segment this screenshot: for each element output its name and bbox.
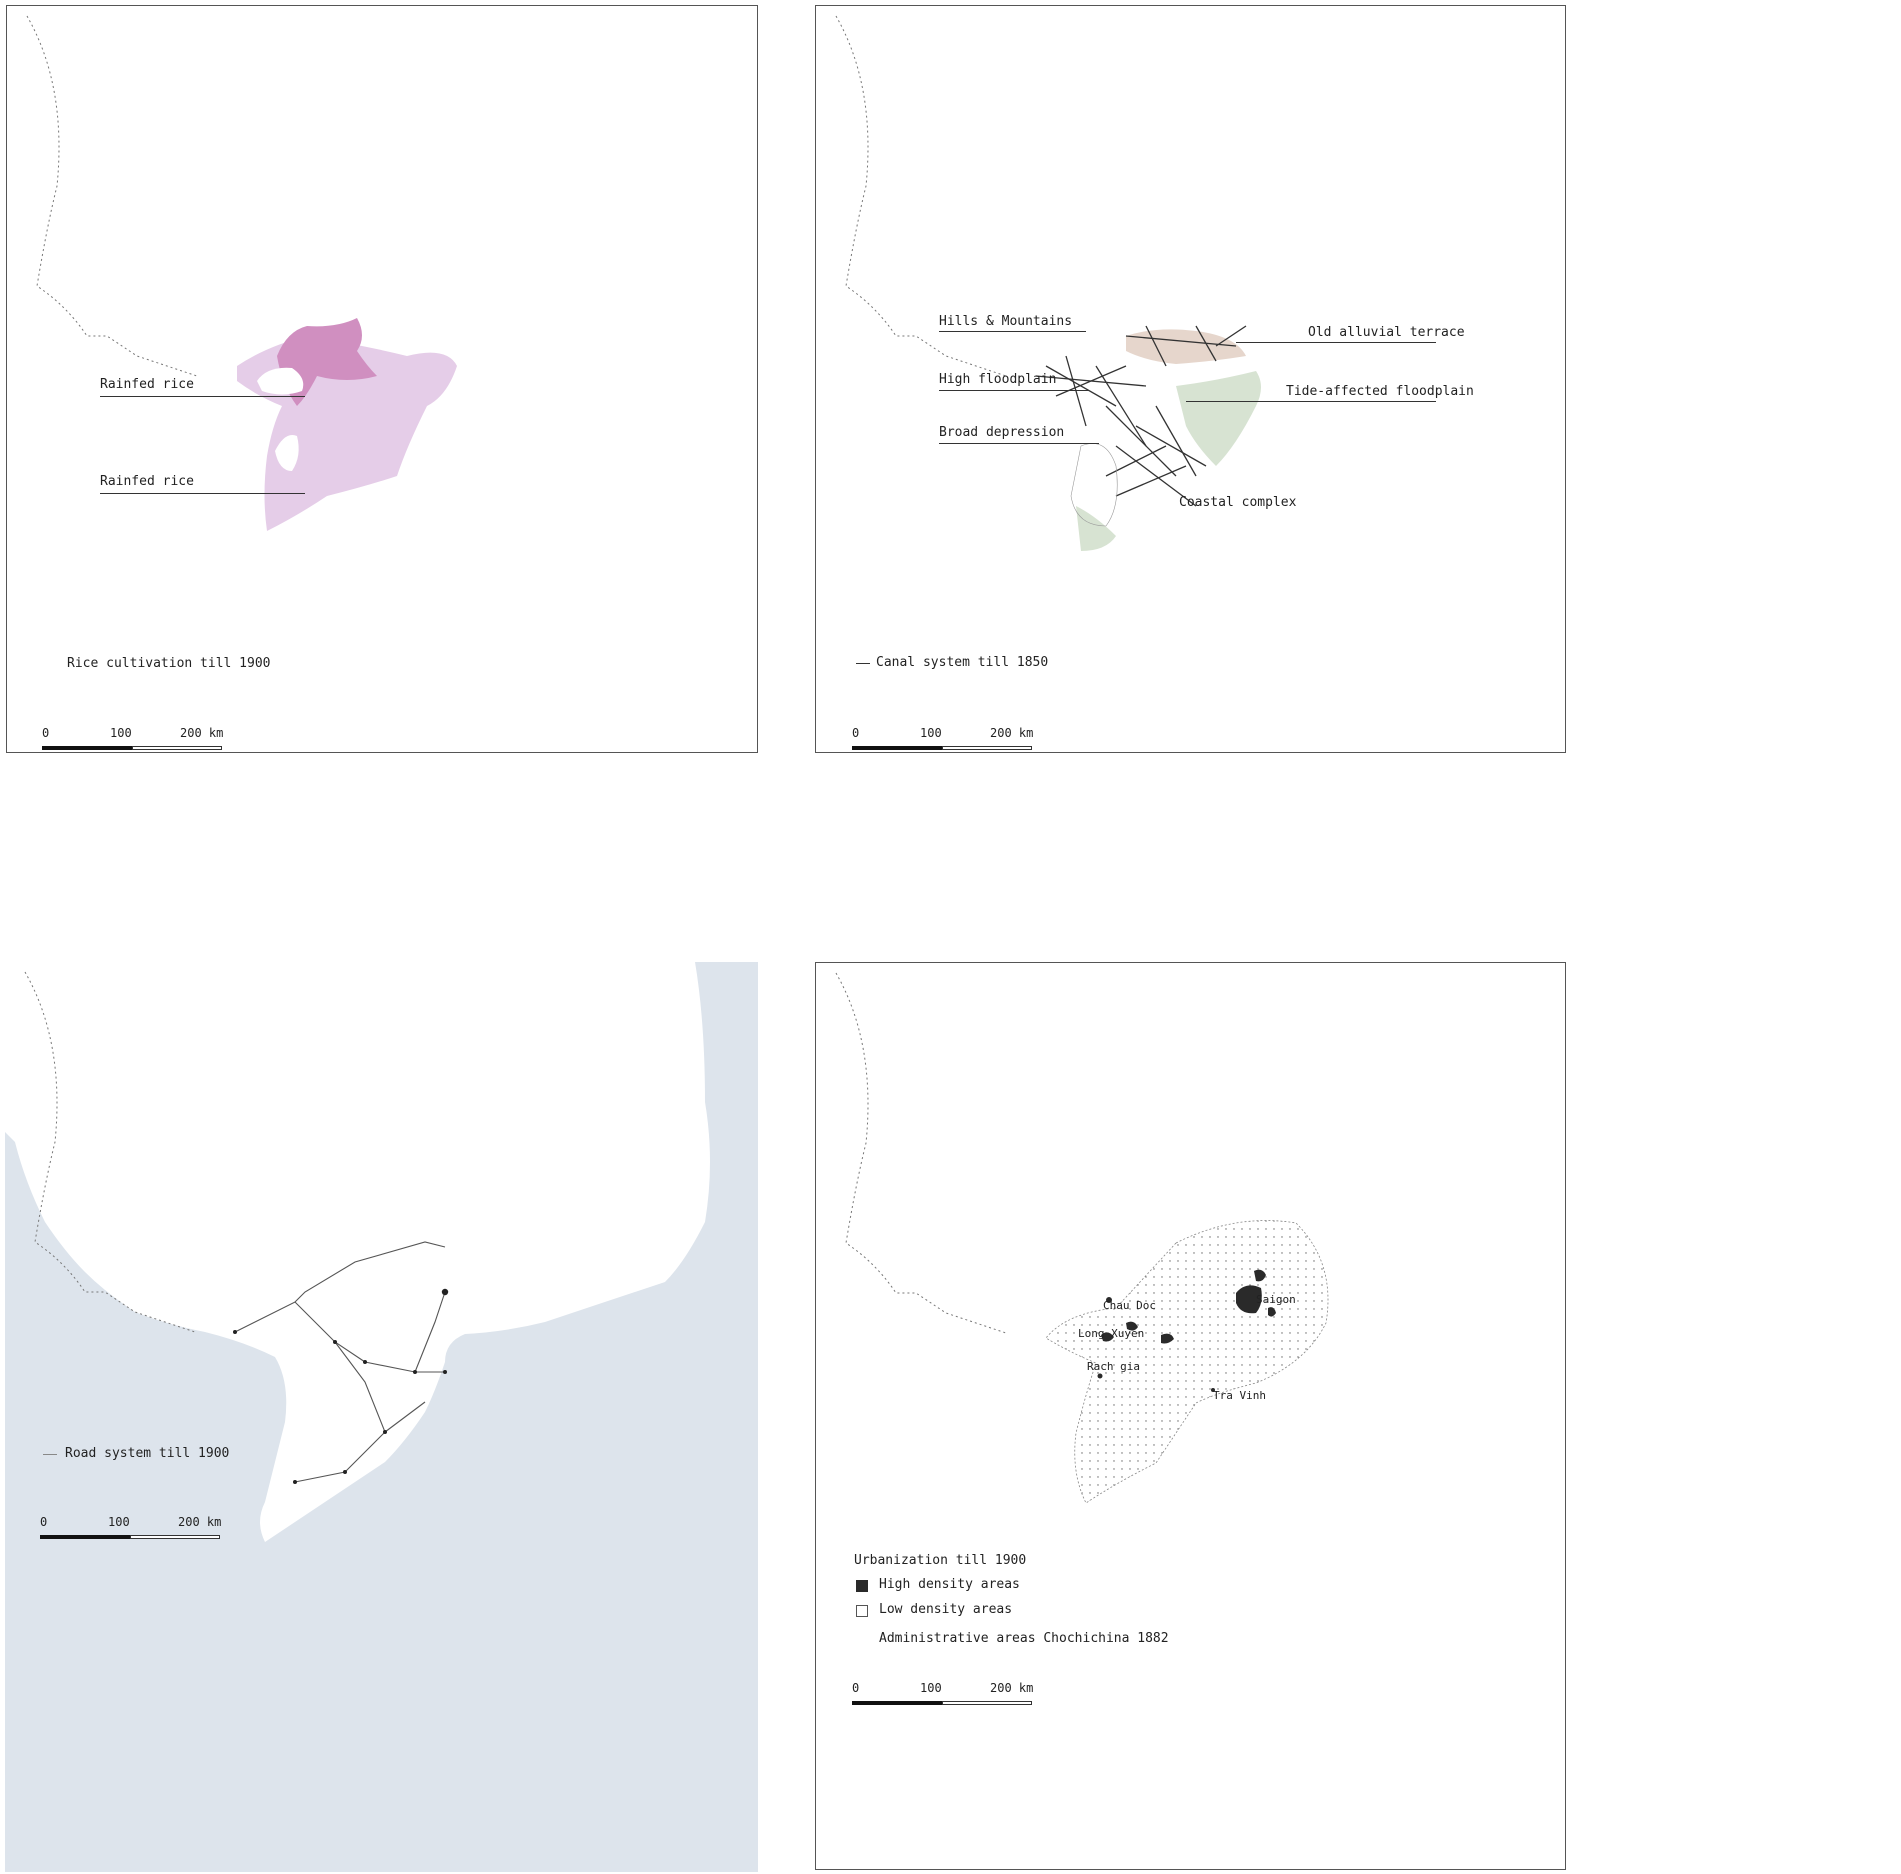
leader-rainfed-2 bbox=[100, 493, 305, 494]
map-rice bbox=[26, 15, 457, 531]
leader-tide bbox=[1186, 401, 1436, 402]
leader-alluvial bbox=[1236, 342, 1436, 343]
map-panel-urban: Chau Doc Long Xuyen Rach gia Saigon Tra … bbox=[815, 962, 1566, 1870]
legend-canal: Canal system till 1850 bbox=[876, 655, 1049, 670]
land-area bbox=[5, 962, 710, 1542]
map-canal bbox=[835, 15, 1261, 551]
coastal-area bbox=[1076, 506, 1116, 551]
label-tide: Tide-affected floodplain bbox=[1286, 384, 1474, 399]
city-saigon: Saigon bbox=[1256, 1293, 1296, 1306]
scale-tick-0: 0 bbox=[40, 1515, 48, 1529]
legend-low-swatch bbox=[856, 1605, 868, 1617]
leader-high-floodplain bbox=[939, 390, 1089, 391]
legend-low: Low density areas bbox=[879, 1602, 1013, 1617]
legend-high: High density areas bbox=[879, 1577, 1020, 1592]
scale-tick-200: 200 km bbox=[990, 1681, 1034, 1695]
canal-lines bbox=[1035, 325, 1247, 507]
label-coastal: Coastal complex bbox=[1179, 495, 1297, 510]
leader-rainfed-1 bbox=[100, 396, 305, 397]
label-rainfed-1: Rainfed rice bbox=[100, 377, 194, 392]
leader-broad-depression bbox=[939, 443, 1099, 444]
scale-tick-200: 200 km bbox=[990, 726, 1034, 740]
high-density-areas bbox=[1097, 1269, 1276, 1392]
alluvial-terrace-area bbox=[1126, 329, 1246, 364]
broad-depression-hatch bbox=[1070, 443, 1118, 527]
scale-tick-200: 200 km bbox=[180, 726, 224, 740]
legend-rice: Rice cultivation till 1900 bbox=[67, 656, 271, 671]
scale-tick-100: 100 bbox=[110, 726, 132, 740]
city-rach-gia: Rach gia bbox=[1087, 1360, 1140, 1373]
scale-bar: 0 100 200 km bbox=[852, 1681, 1052, 1721]
scale-bar: 0 100 200 km bbox=[42, 726, 242, 752]
legend-canal-swatch bbox=[856, 663, 870, 664]
city-chau-doc: Chau Doc bbox=[1103, 1299, 1156, 1312]
legend-high-swatch bbox=[856, 1580, 868, 1592]
scale-tick-0: 0 bbox=[42, 726, 50, 740]
legend-road-swatch bbox=[43, 1454, 57, 1455]
map-urban bbox=[835, 972, 1329, 1504]
legend-title: Urbanization till 1900 bbox=[854, 1553, 1027, 1568]
scale-tick-0: 0 bbox=[852, 1681, 860, 1695]
city-long-xuyen: Long Xuyen bbox=[1078, 1327, 1145, 1340]
leader-hills bbox=[939, 331, 1086, 332]
label-alluvial: Old alluvial terrace bbox=[1308, 325, 1465, 340]
map-panel-rice: Rainfed rice Rainfed rice Rice cultivati… bbox=[6, 5, 758, 753]
label-rainfed-2: Rainfed rice bbox=[100, 474, 194, 489]
city-tra-vinh: Tra Vinh bbox=[1213, 1389, 1266, 1402]
road-lines bbox=[234, 1241, 446, 1483]
map-panel-road: Road system till 1900 0 100 200 km bbox=[5, 962, 758, 1872]
map-road bbox=[5, 962, 758, 1872]
scale-tick-200: 200 km bbox=[178, 1515, 222, 1529]
scale-tick-100: 100 bbox=[920, 1681, 942, 1695]
tide-floodplain-area bbox=[1176, 371, 1261, 466]
label-broad-depression: Broad depression bbox=[939, 425, 1065, 440]
legend-road: Road system till 1900 bbox=[65, 1446, 230, 1461]
map-panel-canal: Hills & Mountains High floodplain Broad … bbox=[815, 5, 1566, 753]
scale-bar: 0 100 200 km bbox=[40, 1515, 240, 1555]
scale-tick-0: 0 bbox=[852, 726, 860, 740]
legend-admin: Administrative areas Chochichina 1882 bbox=[879, 1631, 1169, 1646]
label-hills: Hills & Mountains bbox=[939, 314, 1073, 329]
road-nodes bbox=[233, 1288, 449, 1484]
scale-tick-100: 100 bbox=[920, 726, 942, 740]
scale-tick-100: 100 bbox=[108, 1515, 130, 1529]
label-high-floodplain: High floodplain bbox=[939, 372, 1057, 387]
scale-bar: 0 100 200 km bbox=[852, 726, 1052, 752]
